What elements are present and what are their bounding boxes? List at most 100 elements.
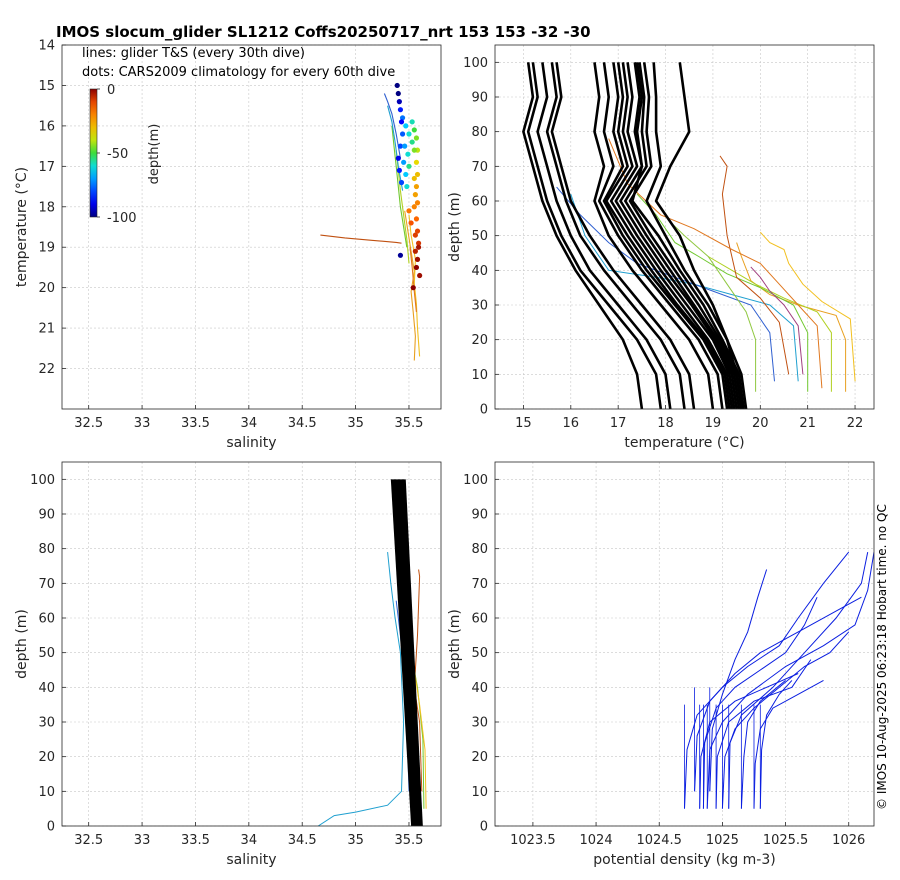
temp-clim-profile-12 (631, 62, 745, 409)
note-lines: lines: glider T&S (every 30th dive) (82, 46, 305, 61)
dens-ytick-label-8: 80 (471, 542, 488, 557)
ts-ytick-label-8: 22 (38, 362, 55, 377)
ts-ytick-label-3: 17 (38, 160, 55, 175)
dens-profile-5 (684, 551, 850, 809)
ts-xtick-label-4: 34.5 (288, 416, 317, 431)
ts-clim-dot-28 (395, 155, 401, 161)
temp-glider-profile-6 (608, 138, 823, 389)
sal-xtick-label-3: 34 (241, 833, 258, 848)
dens-cast-ticks (684, 687, 761, 809)
ts-glider-line-6 (320, 234, 402, 244)
ts-clim-dot-34 (405, 151, 411, 157)
ts-clim-dot-35 (402, 143, 408, 149)
ts-ytick-label-7: 21 (38, 322, 55, 337)
sal-glider-profile-5 (413, 669, 427, 809)
ts-clim-dot-0 (413, 264, 420, 271)
salinity-profile-panel: 32.5 33 33.5 34 34.5 35 35.5 0 10 20 30 40 50 60 70 80 9… (14, 461, 442, 868)
temp-clim-profile-9 (619, 62, 738, 409)
temp-ytick-label-5: 50 (471, 229, 488, 244)
ts-ytick-label-6: 20 (38, 281, 55, 296)
dens-ytick-label-6: 60 (471, 612, 488, 627)
ts-ytick-label-5: 19 (38, 241, 55, 256)
ts-clim-dot-13 (417, 272, 423, 279)
ts-ytick-label-2: 16 (38, 119, 55, 134)
dens-ytick-label-9: 90 (471, 508, 488, 523)
sal-frame (61, 461, 442, 827)
sal-plot-area (62, 462, 441, 826)
copyright-note: © IMOS 10-Aug-2025 06:23:18 Hobart time.… (875, 504, 889, 810)
ts-glider-line-7 (409, 247, 417, 312)
dens-xtick-label-2: 1024.5 (636, 833, 682, 848)
sal-ytick-label-3: 30 (38, 716, 55, 731)
ts-clim-dot-44 (397, 252, 404, 258)
temp-glider-profile-5 (719, 155, 790, 375)
temp-ytick-label-1: 10 (471, 368, 488, 383)
temp-xtick-label-6: 21 (799, 416, 816, 431)
sal-ytick-label-0: 0 (47, 820, 55, 835)
ts-clim-dot-25 (394, 82, 400, 89)
sal-ytick-label-9: 90 (38, 508, 55, 523)
sal-ylabel: depth (m) (14, 609, 30, 679)
ts-clim-dot-41 (412, 232, 418, 238)
temp-clim-profile-7 (609, 62, 734, 409)
temp-xtick-label-2: 17 (610, 416, 627, 431)
ts-clim-dot-14 (411, 204, 417, 210)
temp-clim-profile-3 (593, 62, 715, 409)
temp-climatology-profiles (522, 62, 748, 409)
temp-clim-profile-10 (624, 62, 741, 409)
ts-clim-dot-33 (406, 163, 412, 169)
ts-xtick-label-5: 35 (347, 416, 364, 431)
ts-ylabel: temperature (°C) (14, 167, 30, 287)
ts-clim-dot-3 (415, 240, 422, 246)
dens-profile-6 (694, 596, 862, 792)
ts-glider-line-0 (404, 210, 416, 361)
sal-ytick-label-2: 20 (38, 750, 55, 765)
figure-title: IMOS slocum_glider SL1212 Coffs20250717_… (56, 23, 591, 41)
colorbar-tick-label-0: 0 (107, 83, 115, 98)
sal-xtick-label-6: 35.5 (394, 833, 423, 848)
ts-clim-dot-19 (406, 131, 412, 137)
ts-glider-line-3 (391, 125, 408, 248)
dens-ytick-label-7: 70 (471, 577, 488, 592)
temp-ytick-label-9: 90 (471, 91, 488, 106)
dens-profile-9 (721, 631, 850, 809)
ts-clim-dot-2 (412, 248, 418, 254)
ts-clim-dot-43 (409, 119, 415, 125)
ts-clim-dot-15 (412, 192, 418, 198)
temp-ytick-label-0: 0 (480, 403, 488, 418)
temp-clim-profile-8 (614, 62, 736, 409)
temperature-profile-panel: 15 16 17 18 19 20 21 22 0 10 20 30 40 50 60 70 80 90 100 te… (447, 44, 875, 451)
dens-ytick-label-10: 100 (463, 473, 488, 488)
ts-glider-line-4 (387, 105, 404, 191)
temp-glider-profile-7 (759, 231, 856, 382)
ts-ytick-label-1: 15 (38, 79, 55, 94)
ts-glider-line-5 (383, 93, 401, 159)
ts-clim-dot-8 (414, 171, 421, 178)
dens-profile-11 (702, 596, 818, 809)
dens-xlabel: potential density (kg m-3) (593, 852, 775, 868)
ts-glider-line-1 (408, 214, 421, 357)
sal-glider-profile-0 (317, 552, 405, 826)
note-dots: dots: CARS2009 climatology for every 60t… (82, 65, 395, 80)
sal-xlabel: salinity (226, 852, 276, 868)
temp-clim-profile-4 (597, 62, 724, 409)
ts-clim-dot-22 (397, 107, 404, 113)
ts-clim-dot-20 (403, 123, 409, 129)
dens-xtick-label-4: 1025.5 (763, 833, 809, 848)
ts-clim-dot-7 (413, 183, 420, 190)
colorbar-gradient (89, 88, 98, 218)
sal-xtick-label-1: 33 (134, 833, 151, 848)
ts-xtick-label-0: 32.5 (74, 416, 103, 431)
ts-grid (62, 44, 441, 409)
sal-glider-profile-2 (413, 569, 423, 792)
temp-ytick-label-10: 100 (463, 56, 488, 71)
temp-glider-profile-2 (636, 193, 809, 392)
ts-clim-dot-17 (411, 147, 417, 153)
temp-clim-profile-2 (545, 62, 686, 409)
sal-ytick-label-6: 60 (38, 612, 55, 627)
dens-ytick-label-3: 30 (471, 716, 488, 731)
ts-clim-dot-31 (403, 171, 409, 178)
sal-ytick-label-5: 50 (38, 646, 55, 661)
temp-xtick-label-7: 22 (847, 416, 864, 431)
ts-xtick-label-6: 35.5 (394, 416, 423, 431)
